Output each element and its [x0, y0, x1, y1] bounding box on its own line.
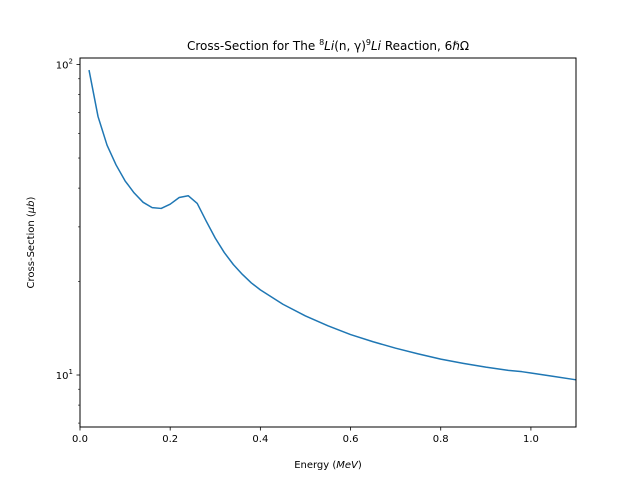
y-tick-label: 102: [56, 58, 73, 72]
x-tick-label: 0.8: [433, 434, 449, 445]
x-tick-label: 0.0: [72, 434, 88, 445]
series-line-0: [88, 69, 577, 381]
x-tick-label: 0.2: [162, 434, 178, 445]
y-axis-label: Cross-Section (μb): [26, 196, 37, 288]
y-tick-label: 101: [56, 368, 73, 382]
x-tick-label: 0.4: [252, 434, 268, 445]
plot-area-frame: [79, 57, 577, 428]
x-tick-label: 1.0: [523, 434, 539, 445]
chart-title: Cross-Section for The 8Li(n, γ)9Li React…: [187, 38, 469, 53]
x-tick-label: 0.6: [343, 434, 359, 445]
x-axis-label: Energy (MeV): [294, 460, 362, 471]
